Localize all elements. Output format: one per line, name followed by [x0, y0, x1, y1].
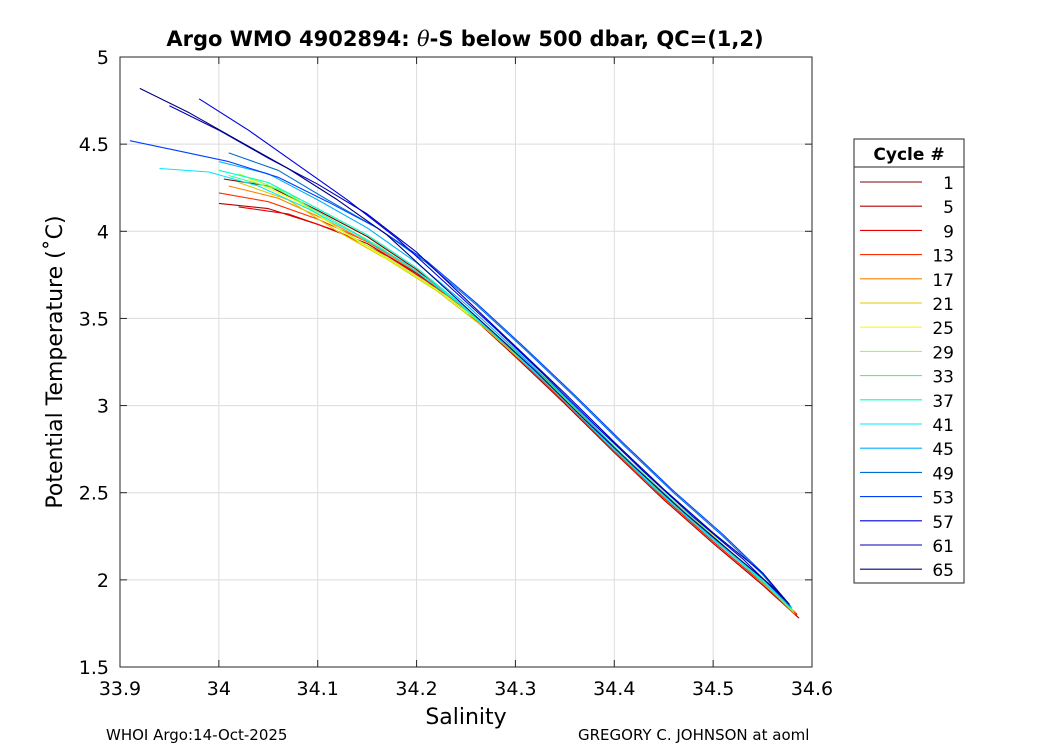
y-tick-label: 4 [97, 221, 109, 243]
legend-label: 5 [943, 198, 954, 218]
x-axis-label: Salinity [425, 705, 506, 730]
legend-entry-cycle-45: 45 [860, 440, 954, 460]
plot-frame [119, 56, 813, 668]
legend-label: 29 [932, 343, 954, 363]
x-tick-label: 34.1 [297, 678, 339, 700]
x-tick-label: 34.2 [395, 678, 437, 700]
x-tick-label: 34.3 [494, 678, 536, 700]
plot-area [120, 57, 812, 667]
legend-entry-cycle-25: 25 [860, 319, 954, 339]
footer-left: WHOI Argo:14-Oct-2025 [106, 726, 288, 744]
legend-label: 25 [932, 319, 954, 339]
legend-entry-cycle-37: 37 [860, 392, 954, 412]
legend-label: 53 [932, 489, 954, 509]
legend-entry-cycle-41: 41 [860, 416, 954, 436]
y-tick-label: 4.5 [79, 134, 109, 156]
y-tick-label: 1.5 [79, 657, 109, 679]
legend-label: 1 [943, 174, 954, 194]
legend-entry-cycle-9: 9 [860, 222, 954, 242]
legend-label: 21 [932, 295, 954, 315]
legend-title: Cycle # [873, 145, 944, 165]
y-tick-label: 2.5 [79, 483, 109, 505]
y-tick-label: 5 [97, 47, 109, 69]
legend-entry-cycle-57: 57 [860, 513, 954, 533]
axis-ticks: 33.9 34 34.1 34.2 34.3 34.4 34.5 34.6 1.5 2 2.5 3 3.… [79, 47, 833, 700]
legend-entry-cycle-13: 13 [860, 247, 954, 267]
series-line-cycle-65 [139, 87, 790, 605]
legend-entry-cycle-1: 1 [860, 174, 954, 194]
x-tick-label: 34.6 [791, 678, 833, 700]
legend-label: 49 [932, 464, 954, 484]
series-line-cycle-49 [228, 152, 791, 607]
legend-label: 65 [932, 561, 954, 581]
legend-entry-cycle-29: 29 [860, 343, 954, 363]
legend-label: 13 [932, 247, 954, 267]
legend: Cycle # 1 5 9 13 17 21 25 29 33 37 41 45 49 53 57 61 65 [853, 138, 965, 584]
legend-entry-cycle-53: 53 [860, 489, 954, 509]
chart-title: Argo WMO 4902894: θ-S below 500 dbar, QC… [166, 27, 763, 51]
legend-label: 37 [932, 392, 954, 412]
legend-box [853, 138, 965, 584]
footer-right: GREGORY C. JOHNSON at aoml [578, 726, 810, 744]
legend-entry-cycle-5: 5 [860, 198, 954, 218]
series-line-cycle-41 [159, 167, 793, 609]
legend-label: 45 [932, 440, 954, 460]
legend-label: 33 [932, 368, 954, 388]
y-tick-label: 3 [97, 396, 109, 418]
title-prefix: Argo WMO 4902894: [166, 27, 417, 51]
series-line-cycle-53 [129, 140, 791, 607]
y-tick-label: 3.5 [79, 308, 109, 330]
x-tick-label: 33.9 [99, 678, 141, 700]
x-tick-label: 34 [207, 678, 231, 700]
y-axis-label: Potential Temperature (˚C) [43, 215, 68, 508]
legend-label: 41 [932, 416, 954, 436]
x-tick-label: 34.5 [692, 678, 734, 700]
title-theta: θ [417, 27, 430, 51]
legend-entry-cycle-65: 65 [860, 561, 954, 581]
series-line-cycle-57 [198, 98, 790, 605]
legend-items: 1 5 9 13 17 21 25 29 33 37 41 45 49 53 57 61 65 [860, 174, 954, 581]
title-suffix: -S below 500 dbar, QC=(1,2) [430, 27, 764, 51]
legend-entry-cycle-21: 21 [860, 295, 954, 315]
legend-label: 61 [932, 537, 954, 557]
data-lines [129, 87, 800, 619]
legend-label: 9 [943, 222, 954, 242]
legend-entry-cycle-33: 33 [860, 368, 954, 388]
x-tick-label: 34.4 [593, 678, 635, 700]
series-line-cycle-45 [218, 161, 792, 609]
legend-entry-cycle-17: 17 [860, 271, 954, 291]
legend-label: 57 [932, 513, 954, 533]
y-tick-label: 2 [97, 570, 109, 592]
legend-label: 17 [932, 271, 954, 291]
legend-entry-cycle-49: 49 [860, 464, 954, 484]
legend-entry-cycle-61: 61 [860, 537, 954, 557]
